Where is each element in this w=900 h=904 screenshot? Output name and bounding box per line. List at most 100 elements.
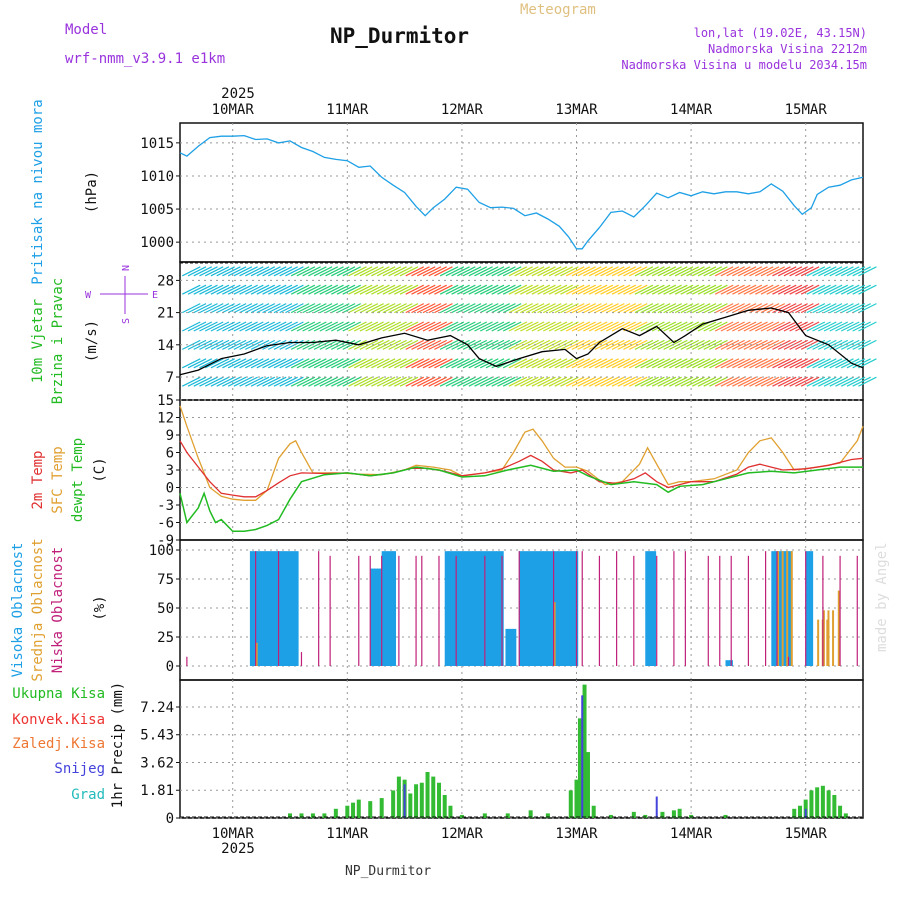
wind-barb-746 [789, 303, 808, 314]
temp-2m-line [179, 440, 864, 498]
wind-barb-63 [233, 376, 253, 387]
wind-barb-336 [457, 376, 476, 387]
panel-2-ytick-label-6: -3 [157, 498, 174, 514]
wind-barb-154 [308, 376, 327, 387]
pressure-line [179, 134, 864, 250]
day-label-bottom-4: 14MAR [670, 826, 713, 842]
wind-barb-516 [600, 284, 619, 295]
wind-barb-342 [457, 266, 476, 277]
wind-barb-512 [600, 358, 619, 369]
wind-barb-747 [789, 284, 808, 295]
wind-barb-542 [623, 321, 642, 332]
wind-barb-319 [439, 303, 459, 314]
cloud-high-bar-8 [277, 551, 282, 666]
wind-barb-308 [434, 376, 453, 387]
wind-barb-283 [411, 321, 430, 332]
wind-barb-446 [543, 284, 562, 295]
wind-barb-785 [823, 358, 843, 369]
panel-2-ytick-label-5: 0 [166, 481, 174, 497]
wind-barb-383 [491, 284, 510, 295]
cloud-high-bar-2 [256, 551, 261, 666]
wind-barb-396 [502, 303, 522, 314]
precip-snow-bar-3 [804, 808, 807, 818]
wind-barb-605 [674, 321, 694, 332]
wind-barb-119 [279, 376, 298, 387]
wind-barb-405 [508, 266, 528, 277]
wind-barb-234 [371, 321, 390, 332]
model-elevation-text: Nadmorska Visina u modelu 2034.15m [621, 58, 867, 72]
wind-barb-726 [772, 284, 791, 295]
wind-barb-729 [777, 358, 797, 369]
wind-barb-394 [502, 339, 522, 350]
wind-barb-303 [428, 339, 447, 350]
wind-barb-327 [445, 284, 465, 295]
wind-barb-701 [755, 358, 774, 369]
wind-barb-290 [416, 321, 436, 332]
wind-barb-797 [829, 266, 849, 277]
day-label-bottom-0: 10MAR [212, 826, 255, 842]
wind-barb-471 [565, 339, 585, 350]
wind-barb-523 [606, 284, 625, 295]
compass-s: S [121, 318, 132, 324]
wind-barb-624 [691, 358, 711, 369]
wind-barb-272 [399, 266, 419, 277]
wind-barb-494 [583, 303, 602, 314]
precip-total-bar-47 [832, 795, 837, 818]
precip-total-bar-35 [660, 811, 665, 818]
cloud-mid-bar-87 [832, 610, 835, 666]
wind-barb-615 [680, 266, 700, 277]
wind-barb-61 [227, 284, 247, 295]
wind-barb-498 [588, 358, 608, 369]
wind-barb-30 [204, 339, 224, 350]
wind-barb-314 [434, 266, 453, 277]
cloud-high-bar-34 [472, 551, 477, 666]
cloud-high-bar-38 [485, 551, 490, 666]
wind-barb-619 [686, 321, 705, 332]
wind-barb-159 [308, 284, 327, 295]
wind-barb-130 [285, 303, 304, 314]
wind-barb-224 [365, 376, 384, 387]
wind-barb-778 [818, 358, 837, 369]
wind-barb-25 [199, 303, 218, 314]
wind-barb-707 [760, 376, 780, 387]
wind-barb-814 [846, 339, 866, 350]
wind-barb-294 [422, 376, 442, 387]
wind-barb-13 [187, 266, 207, 277]
wind-barb-94 [256, 321, 276, 332]
wind-barb-698 [749, 284, 768, 295]
wind-barb-371 [485, 376, 505, 387]
wind-barb-718 [766, 303, 786, 314]
wind-barb-7 [187, 376, 207, 387]
panel-0-ytick-label-2: 1005 [140, 202, 174, 218]
wind-barb-286 [411, 266, 430, 277]
compass-n: N [121, 265, 132, 271]
wind-barb-62 [227, 266, 247, 277]
temp-unit: (C) [92, 457, 108, 482]
wind-barb-233 [371, 339, 390, 350]
wind-barb-444 [543, 321, 562, 332]
temp-label-2: SFC Temp [50, 446, 66, 513]
wind-speed-line [179, 307, 864, 376]
wind-barb-304 [428, 321, 447, 332]
wind-barb-155 [308, 358, 327, 369]
model-label: Model [65, 22, 107, 38]
pressure-unit: (hPa) [84, 171, 100, 213]
precip-total-bar-18 [436, 782, 441, 818]
wind-barb-243 [376, 284, 396, 295]
wind-barb-580 [651, 266, 671, 277]
wind-barb-454 [548, 266, 568, 277]
wind-barb-374 [485, 321, 505, 332]
wind-barb-438 [537, 303, 556, 314]
cloud-high-bar-66 [725, 660, 730, 666]
precip-legend-1: Konvek.Kisa [12, 712, 105, 728]
precip-total-bar-29 [582, 684, 587, 818]
wind-barb-137 [290, 303, 310, 314]
wind-barb-328 [445, 266, 465, 277]
wind-barb-811 [840, 266, 860, 277]
wind-barb-502 [588, 284, 608, 295]
wind-barb-667 [726, 339, 745, 350]
wind-barb-124 [279, 284, 298, 295]
panel-2-ytick-label-0: 15 [157, 393, 174, 409]
wind-barb-77 [245, 376, 264, 387]
wind-barb-311 [434, 321, 453, 332]
